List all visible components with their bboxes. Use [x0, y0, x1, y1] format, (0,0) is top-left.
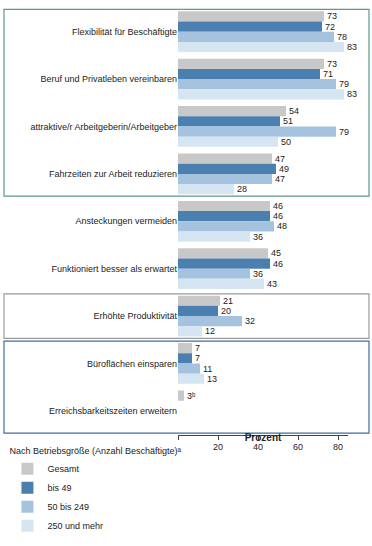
svg-text:attraktive/r Arbeitgeberin/Arb: attraktive/r Arbeitgeberin/Arbeitgeber: [30, 122, 177, 132]
svg-text:60: 60: [293, 442, 303, 452]
svg-text:250 und mehr: 250 und mehr: [47, 521, 103, 531]
svg-text:49: 49: [279, 164, 289, 174]
svg-text:79: 79: [339, 79, 349, 89]
svg-text:78: 78: [337, 32, 347, 42]
svg-text:71: 71: [323, 69, 333, 79]
svg-text:36: 36: [253, 269, 263, 279]
svg-text:72: 72: [325, 22, 335, 32]
svg-text:12: 12: [205, 326, 215, 336]
svg-text:3ᵇ: 3ᵇ: [187, 391, 196, 401]
svg-text:Erreichsbarkeitszeiten erweite: Erreichsbarkeitszeiten erweitern: [49, 406, 177, 416]
svg-text:47: 47: [275, 174, 285, 184]
svg-text:79: 79: [339, 127, 349, 137]
svg-text:83: 83: [347, 89, 357, 99]
svg-text:28: 28: [237, 184, 247, 194]
svg-text:Beruf und Privatleben vereinba: Beruf und Privatleben vereinbaren: [40, 74, 177, 84]
svg-text:11: 11: [203, 364, 212, 374]
svg-text:Büroflächen einsparen: Büroflächen einsparen: [87, 359, 177, 369]
svg-text:54: 54: [289, 106, 299, 116]
svg-text:Erhöhte Produktivität: Erhöhte Produktivität: [93, 311, 177, 321]
svg-text:50: 50: [281, 137, 291, 147]
svg-text:40: 40: [253, 442, 263, 452]
svg-text:13: 13: [207, 374, 217, 384]
svg-text:32: 32: [245, 316, 255, 326]
svg-text:bis 49: bis 49: [47, 483, 71, 493]
svg-text:Funktioniert besser als erwart: Funktioniert besser als erwartet: [51, 264, 177, 274]
svg-text:Flexibilität für Beschäftigte: Flexibilität für Beschäftigte: [72, 27, 177, 37]
svg-text:Fahrzeiten zur Arbeit reduzier: Fahrzeiten zur Arbeit reduzieren: [49, 169, 177, 179]
svg-text:43: 43: [267, 279, 277, 289]
svg-text:45: 45: [271, 248, 281, 258]
svg-text:73: 73: [327, 11, 337, 21]
svg-text:48: 48: [277, 221, 287, 231]
svg-text:Nach Betriebsgröße (Anzahl Bes: Nach Betriebsgröße (Anzahl Beschäftigte)…: [9, 446, 181, 456]
svg-text:21: 21: [223, 296, 233, 306]
svg-text:7: 7: [195, 353, 200, 363]
svg-text:50 bis 249: 50 bis 249: [47, 502, 89, 512]
svg-text:46: 46: [273, 201, 283, 211]
svg-text:36: 36: [253, 232, 263, 242]
svg-text:51: 51: [283, 116, 293, 126]
svg-text:47: 47: [275, 154, 285, 164]
svg-text:Prozent: Prozent: [245, 432, 282, 443]
svg-text:20: 20: [213, 442, 223, 452]
svg-text:20: 20: [221, 306, 231, 316]
svg-text:Ansteckungen vermeiden: Ansteckungen vermeiden: [75, 216, 177, 226]
svg-text:73: 73: [327, 59, 337, 69]
svg-text:7: 7: [195, 343, 200, 353]
svg-text:80: 80: [333, 442, 343, 452]
svg-text:Gesamt: Gesamt: [47, 464, 79, 474]
svg-text:46: 46: [273, 259, 283, 269]
svg-text:83: 83: [347, 42, 357, 52]
svg-text:46: 46: [273, 211, 283, 221]
